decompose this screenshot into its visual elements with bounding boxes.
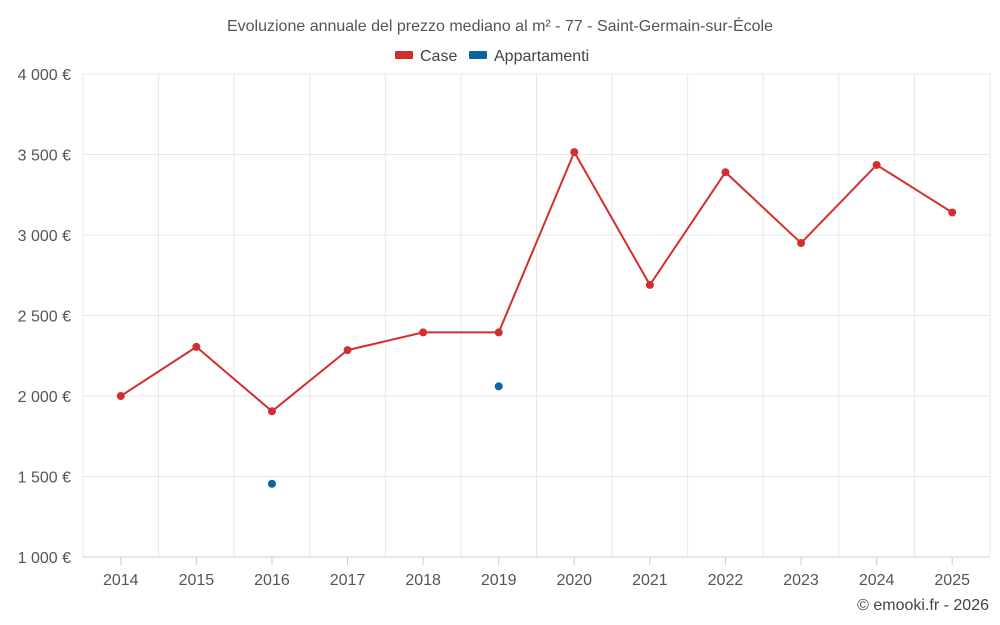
x-tick-label: 2019 [481, 572, 517, 589]
legend-swatch-appartamenti [469, 51, 487, 59]
data-point-case[interactable] [494, 328, 503, 337]
data-point-case[interactable] [570, 148, 579, 157]
y-tick-label: 2 000 € [18, 389, 71, 406]
data-point-case[interactable] [343, 346, 352, 355]
data-point-case[interactable] [872, 160, 881, 169]
x-tick-label: 2024 [859, 572, 895, 589]
y-tick-label: 3 000 € [18, 228, 71, 245]
data-point-appartamenti[interactable] [494, 382, 503, 391]
data-point-case[interactable] [721, 168, 730, 177]
data-point-case[interactable] [948, 208, 957, 217]
legend-label-appartamenti: Appartamenti [494, 48, 589, 65]
data-point-case[interactable] [116, 392, 125, 400]
x-tick-label: 2022 [708, 572, 744, 589]
x-tick-label: 2015 [179, 572, 215, 589]
x-tick-label: 2017 [330, 572, 366, 589]
y-tick-label: 1 000 € [18, 550, 71, 567]
y-tick-label: 4 000 € [18, 67, 71, 84]
x-tick-label: 2020 [556, 572, 592, 589]
legend[interactable]: Case Appartamenti [395, 48, 589, 65]
y-axis: 1 000 € 1 500 € 2 000 € 2 500 € 3 000 € 3 500… [18, 67, 71, 567]
x-tick-label: 2016 [254, 572, 290, 589]
chart-title: Evoluzione annuale del prezzo mediano al… [227, 16, 773, 35]
grid [82, 73, 991, 558]
series-line-case [120, 151, 953, 413]
legend-swatch-case [395, 51, 413, 59]
credit: © emooki.fr - 2026 [857, 597, 989, 614]
x-tick-label: 2023 [783, 572, 819, 589]
legend-label-case: Case [420, 48, 457, 65]
data-point-case[interactable] [267, 407, 276, 416]
x-axis: 2014 2015 2016 2017 2018 2019 2020 2021 2022 2023… [83, 556, 990, 589]
x-tick-label: 2018 [405, 572, 441, 589]
data-point-case[interactable] [419, 328, 428, 337]
data-point-case[interactable] [645, 280, 654, 289]
series-layer [116, 148, 957, 488]
y-tick-label: 2 500 € [18, 309, 71, 326]
y-tick-label: 1 500 € [18, 470, 71, 487]
data-point-case[interactable] [797, 239, 806, 248]
x-tick-label: 2025 [934, 572, 970, 589]
legend-item-appartamenti[interactable]: Appartamenti [469, 48, 589, 65]
x-tick-label: 2014 [103, 572, 139, 589]
y-tick-label: 3 500 € [18, 148, 71, 165]
data-point-case[interactable] [192, 342, 201, 351]
x-tick-label: 2021 [632, 572, 668, 589]
data-point-appartamenti[interactable] [267, 479, 276, 488]
legend-item-case[interactable]: Case [395, 48, 457, 65]
